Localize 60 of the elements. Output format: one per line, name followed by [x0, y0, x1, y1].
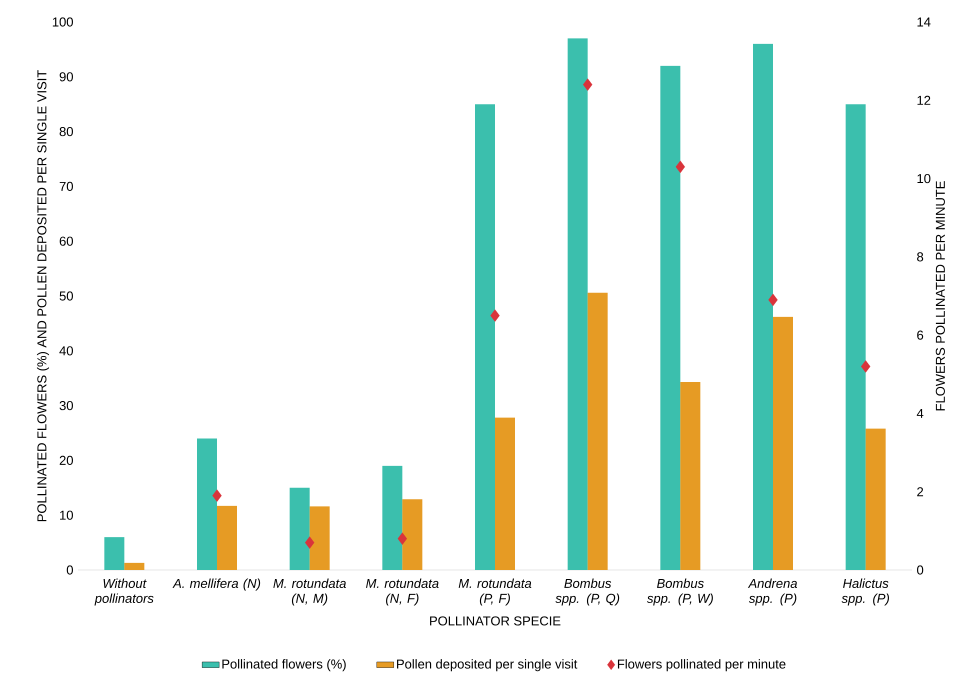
x-tick-label: Bombus spp. (P, W): [647, 578, 713, 606]
point: [768, 294, 778, 306]
bar: [290, 488, 310, 570]
y-tick-label: 80: [60, 127, 73, 136]
y-tick-label: 10: [60, 510, 73, 520]
y-tick-label: 0: [66, 565, 73, 575]
point: [398, 532, 408, 545]
bar: [866, 428, 886, 570]
point: [212, 489, 222, 502]
legend-label: Pollen deposited per single visit: [397, 659, 578, 672]
bar: [104, 537, 124, 570]
bar: [588, 292, 608, 570]
legend-label: Pollinated flowers (%): [222, 659, 346, 672]
y2-tick-label: 8: [917, 252, 924, 262]
y2-tick-label: 0: [917, 565, 924, 575]
y2-tick-label: 12: [918, 96, 930, 105]
y2-axis-title: FLOWERS POLLINATED PER MINUTE: [936, 181, 945, 410]
x-tick-label: M. rotundata (P, F): [458, 578, 532, 606]
x-tick-label: A. mellifera (N): [172, 578, 260, 591]
x-tick-label: Without pollinators: [94, 578, 154, 606]
point: [490, 309, 500, 322]
bar: [773, 316, 793, 570]
bar: [846, 104, 866, 570]
x-axis-title: POLLINATOR SPECIE: [430, 616, 560, 626]
y-tick-label: 50: [60, 291, 73, 301]
y2-tick-label: 6: [917, 330, 924, 340]
bar: [310, 506, 330, 570]
x-tick-label: Andrena spp. (P): [748, 578, 798, 606]
y2-tick-label: 14: [918, 18, 931, 26]
y-tick-label: 20: [60, 456, 73, 465]
point: [304, 536, 314, 549]
bar: [197, 438, 217, 570]
bar: [680, 382, 700, 570]
bar: [382, 466, 402, 570]
bar: [660, 66, 680, 570]
y-tick-label: 40: [59, 346, 73, 356]
y-tick-label: 70: [60, 182, 73, 191]
bar: [217, 506, 237, 570]
y2-tick-label: 4: [916, 408, 924, 418]
point: [676, 160, 686, 174]
bar: [753, 44, 773, 570]
point: [582, 78, 592, 91]
y-tick-label: 90: [60, 72, 73, 82]
y-axis-title: POLLINATED FLOWERS (%) AND POLLEN DEPOSITED PER SINGLE VISIT: [36, 70, 50, 522]
bar: [495, 418, 515, 570]
y-tick-label: 100: [52, 17, 73, 27]
y2-tick-label: 2: [917, 487, 924, 496]
x-tick-label: M. rotundata (N, F): [366, 578, 439, 606]
x-tick-label: Halictus spp. (P): [842, 578, 889, 606]
legend-label: Flowers pollinated per minute: [618, 659, 786, 672]
x-tick-label: M. rotundata (N, M): [273, 578, 346, 606]
y2-tick-label: 10: [918, 174, 930, 184]
y-tick-label: 60: [60, 236, 73, 246]
x-tick-label: Bombus spp. (P, Q): [555, 578, 620, 606]
bar: [124, 562, 144, 570]
y-tick-label: 30: [60, 401, 73, 410]
bar: [402, 499, 422, 570]
bar: [475, 104, 495, 570]
bar: [568, 38, 588, 570]
point: [860, 360, 870, 373]
